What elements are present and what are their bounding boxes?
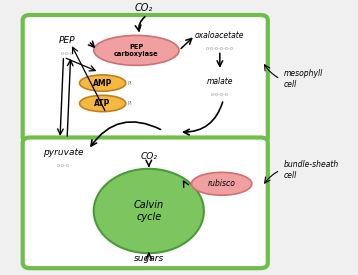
Ellipse shape [94,35,179,65]
Text: rubisco: rubisco [208,179,236,188]
Text: sugars: sugars [134,254,164,263]
Text: o-o-o: o-o-o [57,163,70,168]
Ellipse shape [79,95,126,112]
Text: PEP: PEP [59,36,75,45]
Text: Pi: Pi [127,101,132,106]
Ellipse shape [192,172,252,195]
Text: CO₂: CO₂ [134,3,153,13]
Text: oxaloacetate: oxaloacetate [195,31,245,40]
Circle shape [94,169,204,253]
Ellipse shape [79,75,126,91]
Text: o-o-o-o: o-o-o-o [211,92,229,97]
FancyBboxPatch shape [23,15,268,143]
Text: Pi: Pi [127,81,132,86]
Text: mesophyll
cell: mesophyll cell [284,69,323,89]
Text: pyruvate: pyruvate [43,148,84,157]
Text: Calvin
cycle: Calvin cycle [134,200,164,222]
Text: CO₂: CO₂ [140,152,157,161]
Text: o-o-o: o-o-o [61,51,74,56]
Text: bundle-sheath
cell: bundle-sheath cell [284,161,339,180]
Text: ATP: ATP [95,99,111,108]
Text: malate: malate [207,77,233,86]
FancyBboxPatch shape [23,138,268,268]
Text: AMP: AMP [93,79,112,87]
Text: o-o-o-o-o-o: o-o-o-o-o-o [206,46,234,51]
Text: PEP
carboxylase: PEP carboxylase [114,44,159,57]
